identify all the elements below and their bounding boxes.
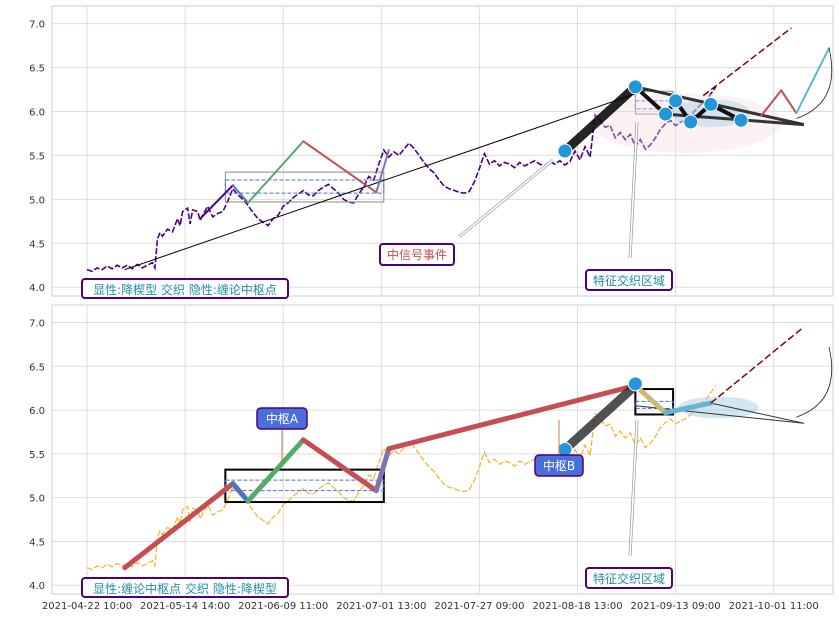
bi-stroke: [230, 481, 251, 504]
y-tick-label: 4.0: [29, 283, 45, 294]
bi-stroke: [245, 437, 306, 504]
annotation-zhongshu-b-text: 中枢B: [543, 458, 575, 473]
zhongshu-inner-band: [634, 100, 674, 110]
bi-stroke: [386, 383, 638, 452]
x-tick-label: 2021-04-22 10:00: [42, 601, 132, 612]
zhongshu-inner-band: [224, 479, 385, 492]
y-tick-label: 6.0: [29, 107, 45, 118]
annotation-signal-event-text: 中信号事件: [387, 247, 447, 262]
feature-point: [627, 376, 643, 392]
x-axis-tick-labels: 2021-04-22 10:00 2021-05-14 14:00 2021-06-…: [42, 601, 819, 612]
y-tick-label: 5.0: [29, 195, 45, 206]
price-line: [86, 86, 717, 273]
y-tick-label: 5.0: [29, 494, 45, 505]
y-tick-label: 6.0: [29, 406, 45, 417]
annotation-feature-area-bottom: 特征交织区域: [585, 567, 673, 589]
feature-point: [683, 114, 699, 130]
x-tick-label: 2021-07-27 09:00: [434, 601, 524, 612]
pointer-arrow: [629, 121, 638, 259]
x-tick-label: 2021-09-13 09:00: [631, 601, 721, 612]
bottom-y-ticks: 4.0 4.5 5.0 5.5 6.0 6.5 7.0: [29, 319, 45, 593]
wedge-line: [710, 402, 804, 424]
bi-stroke: [375, 149, 390, 194]
annotation-feature-area-bottom-text: 特征交织区域: [593, 571, 665, 586]
curved-arrow: [796, 346, 833, 418]
y-tick-label: 7.0: [29, 20, 45, 31]
pointer-arrow: [629, 419, 638, 557]
annotation-zhongshu-a: 中枢A: [256, 407, 308, 430]
feature-point: [668, 93, 684, 109]
feature-point: [557, 143, 573, 159]
annotation-pattern-top-text: 显性:降楔型 交织 隐性:缠论中枢点: [93, 282, 277, 297]
bi-stroke: [300, 437, 379, 494]
y-tick-label: 5.5: [29, 450, 45, 461]
top-y-ticks: 4.0 4.5 5.0 5.5 6.0 6.5 7.0: [29, 20, 45, 295]
projection-line: [710, 326, 805, 404]
feature-point: [703, 96, 719, 112]
x-tick-label: 2021-10-01 11:00: [729, 601, 819, 612]
y-tick-label: 5.5: [29, 151, 45, 162]
bi-stroke: [302, 140, 378, 194]
bi-stroke: [632, 383, 669, 416]
x-tick-label: 2021-08-18 13:00: [532, 601, 622, 612]
y-tick-label: 4.0: [29, 581, 45, 592]
feature-point: [627, 79, 643, 95]
bi-stroke: [373, 446, 392, 494]
pointer-arrow: [458, 159, 554, 238]
feature-point: [733, 112, 749, 128]
feature-point: [658, 106, 674, 122]
x-tick-label: 2021-06-09 11:00: [238, 601, 328, 612]
annotation-feature-area-top: 特征交织区域: [585, 269, 673, 291]
annotation-pattern-bottom: 显性:缠论中枢点 交织 隐性:降楔型: [81, 577, 289, 598]
y-tick-label: 7.0: [29, 319, 45, 330]
trend-line: [124, 89, 649, 271]
y-tick-label: 6.5: [29, 362, 45, 373]
feature-highlight-ellipse: [678, 396, 759, 419]
bi-stroke: [560, 381, 640, 454]
bi-stroke: [122, 481, 236, 571]
zhongshu-inner-band: [224, 179, 385, 194]
x-tick-label: 2021-07-01 13:00: [336, 601, 426, 612]
annotation-pattern-top: 显性:降楔型 交织 隐性:缠论中枢点: [81, 278, 289, 299]
wedge-line: [635, 85, 805, 127]
y-tick-label: 4.5: [29, 239, 45, 250]
annotation-feature-area-top-text: 特征交织区域: [593, 273, 665, 288]
x-tick-label: 2021-05-14 14:00: [140, 601, 230, 612]
annotation-signal-event: 中信号事件: [379, 243, 455, 266]
bi-stroke: [560, 82, 640, 156]
bi-stroke: [795, 47, 831, 115]
y-tick-label: 4.5: [29, 537, 45, 548]
bi-stroke: [760, 89, 783, 117]
curved-arrow: [796, 48, 833, 119]
bottom-marks: [86, 326, 833, 571]
bottom-chart-panel: 4.04.55.05.56.06.57.0 2021-04-22 10:00 20…: [29, 304, 834, 612]
top-marks: [86, 27, 833, 273]
y-tick-label: 6.5: [29, 64, 45, 75]
projection-line: [702, 27, 792, 97]
annotation-zhongshu-a-text: 中枢A: [266, 411, 299, 426]
bi-stroke: [780, 89, 798, 115]
annotation-zhongshu-b: 中枢B: [534, 454, 584, 477]
annotation-pattern-bottom-text: 显性:缠论中枢点 交织 隐性:降楔型: [93, 581, 277, 596]
bi-stroke: [199, 184, 234, 220]
bi-stroke: [663, 400, 714, 416]
bi-stroke: [231, 184, 249, 204]
bi-stroke: [246, 140, 305, 204]
